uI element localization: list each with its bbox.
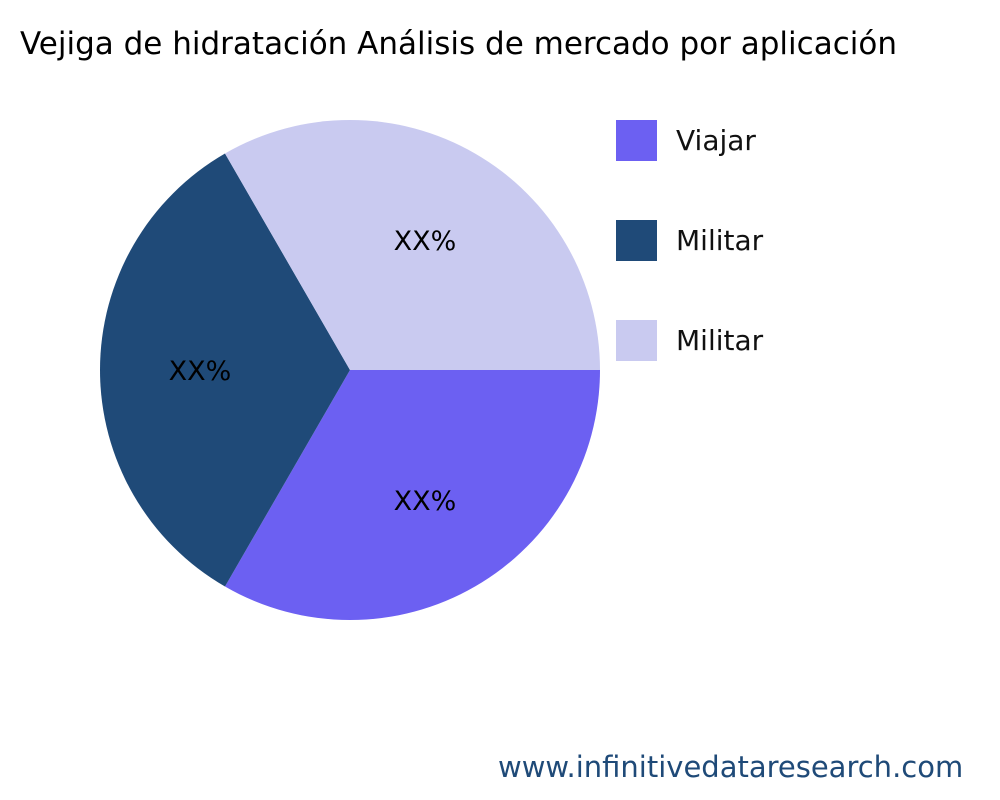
legend-swatch (616, 120, 657, 161)
footer-url: www.infinitivedataresearch.com (498, 750, 964, 784)
pie-slice (225, 119, 600, 370)
slice-data-label: XX% (394, 486, 457, 517)
slice-data-label: XX% (169, 356, 232, 387)
legend-label: Militar (676, 224, 764, 257)
legend-item: Militar (616, 220, 763, 261)
legend-item: Militar (616, 320, 763, 361)
slice-data-label: XX% (394, 226, 457, 257)
legend-label: Militar (676, 324, 764, 357)
legend-item: Viajar (616, 120, 756, 161)
legend-swatch (616, 220, 657, 261)
chart-title: Vejiga de hidratación Análisis de mercad… (20, 26, 897, 62)
pie-slice (225, 370, 600, 620)
legend-label: Viajar (676, 124, 756, 157)
legend-swatch (616, 320, 657, 361)
